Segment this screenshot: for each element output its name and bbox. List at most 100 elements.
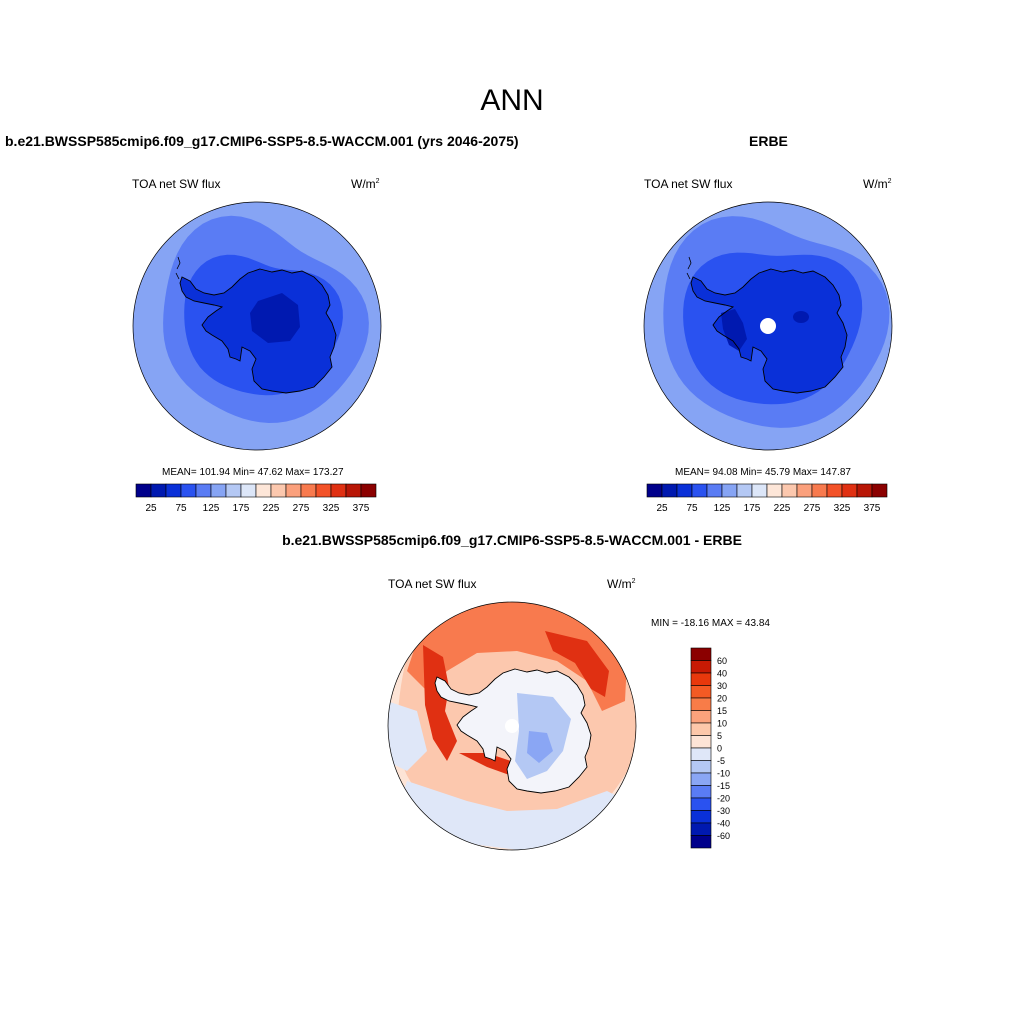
colorbar-swatch <box>676 483 693 498</box>
colorbar-swatch <box>150 483 167 498</box>
panel3-title: b.e21.BWSSP585cmip6.f09_g17.CMIP6-SSP5-8… <box>282 532 742 548</box>
colorbar-tick-label: 225 <box>774 503 791 514</box>
colorbar-swatch <box>225 483 242 498</box>
coastline <box>434 668 592 794</box>
panel1-variable: TOA net SW flux <box>132 177 221 191</box>
colorbar-swatch <box>856 483 873 498</box>
colorbar-tick-label: -5 <box>717 756 725 766</box>
colorbar-swatch <box>690 710 712 724</box>
diff-strong-positive <box>423 645 457 761</box>
colorbar-swatch <box>345 483 362 498</box>
colorbar-swatch <box>690 647 712 661</box>
colorbar-swatch <box>690 797 712 811</box>
south-america-tip <box>175 256 181 280</box>
colorbar-tick-label: -10 <box>717 769 730 779</box>
colorbar-swatch <box>330 483 347 498</box>
colorbar-swatch <box>195 483 212 498</box>
colorbar-tick-label: 0 <box>717 744 722 754</box>
colorbar-swatch <box>796 483 813 498</box>
colorbar-tick-label: 20 <box>717 694 727 704</box>
colorbar-swatch <box>690 697 712 711</box>
panel1-stats: MEAN= 101.94 Min= 47.62 Max= 173.27 <box>162 467 344 478</box>
colorbar-tick-label: -30 <box>717 806 730 816</box>
colorbar-swatch <box>270 483 287 498</box>
panel2-colorbar: 25 75 125 175 225 275 325 375 <box>646 483 888 514</box>
colorbar-tick-label: 15 <box>717 706 727 716</box>
panel3-variable: TOA net SW flux <box>388 577 477 591</box>
colorbar-tick-label: 275 <box>293 503 310 514</box>
colorbar-tick-label: 275 <box>804 503 821 514</box>
colorbar-tick-label: 175 <box>233 503 250 514</box>
map-field <box>644 202 892 450</box>
colorbar-swatch <box>690 672 712 686</box>
colorbar-tick-label: 375 <box>353 503 370 514</box>
colorbar-swatch <box>240 483 257 498</box>
colorbar-tick-label: 5 <box>717 731 722 741</box>
diff-strong-positive <box>545 631 609 697</box>
map-field <box>388 602 636 850</box>
colorbar-swatch <box>811 483 828 498</box>
colorbar-swatch <box>690 722 712 736</box>
colorbar-swatch <box>285 483 302 498</box>
colorbar-swatch <box>690 660 712 674</box>
missing-data-pole <box>760 318 776 334</box>
panel1-title: b.e21.BWSSP585cmip6.f09_g17.CMIP6-SSP5-8… <box>5 133 519 149</box>
diff-slight-negative <box>397 781 627 850</box>
figure-title: ANN <box>480 84 544 117</box>
colorbar-swatch <box>766 483 783 498</box>
panel2-polar-map <box>643 201 893 451</box>
colorbar-tick-label: -40 <box>717 819 730 829</box>
panel3-units: W/m2 <box>607 577 636 591</box>
colorbar-tick-label: 75 <box>175 503 187 514</box>
plateau-patch <box>721 309 747 351</box>
map-border <box>643 201 893 451</box>
colorbar-tick-label: 60 <box>717 656 727 666</box>
plateau-patch <box>793 311 809 323</box>
colorbar-tick-label: -20 <box>717 794 730 804</box>
colorbar-swatch <box>690 760 712 774</box>
colorbar-swatch <box>690 685 712 699</box>
colorbar-swatch <box>736 483 753 498</box>
panel1-units: W/m2 <box>351 177 380 191</box>
panel2-title: ERBE <box>749 133 788 149</box>
diff-negative-patch <box>527 731 553 763</box>
colorbar-swatch <box>180 483 197 498</box>
colorbar-tick-label: 325 <box>323 503 340 514</box>
colorbar-swatch <box>841 483 858 498</box>
diff-positive-band <box>407 602 627 711</box>
map-border <box>132 201 382 451</box>
colorbar-swatch <box>315 483 332 498</box>
panel3-polar-map <box>387 601 637 851</box>
colorbar-swatch <box>135 483 152 498</box>
colorbar-tick-label: 125 <box>203 503 220 514</box>
colorbar-swatch <box>646 483 663 498</box>
colorbar-swatch <box>210 483 227 498</box>
colorbar-swatch <box>255 483 272 498</box>
colorbar-swatch <box>690 785 712 799</box>
plateau-patch <box>250 293 300 343</box>
map-border <box>387 601 637 851</box>
colorbar-tick-label: 375 <box>864 503 881 514</box>
south-america-tip <box>686 256 692 280</box>
colorbar-swatch <box>690 810 712 824</box>
colorbar-swatch <box>661 483 678 498</box>
colorbar-swatch <box>781 483 798 498</box>
map-field <box>133 202 381 450</box>
panel1-polar-map <box>132 201 382 451</box>
colorbar-swatch <box>691 483 708 498</box>
colorbar-swatch <box>871 483 888 498</box>
colorbar-swatch <box>690 747 712 761</box>
diff-slight-negative <box>388 701 427 771</box>
coastline <box>690 268 848 394</box>
colorbar-tick-label: 25 <box>656 503 668 514</box>
panel2-variable: TOA net SW flux <box>644 177 733 191</box>
colorbar-tick-label: 175 <box>744 503 761 514</box>
colorbar-tick-label: -15 <box>717 781 730 791</box>
colorbar-tick-label: 325 <box>834 503 851 514</box>
colorbar-swatch <box>690 735 712 749</box>
colorbar-swatch <box>721 483 738 498</box>
colorbar-tick-label: 10 <box>717 719 727 729</box>
colorbar-swatch <box>360 483 377 498</box>
missing-data-pole <box>505 719 519 733</box>
colorbar-swatch <box>706 483 723 498</box>
